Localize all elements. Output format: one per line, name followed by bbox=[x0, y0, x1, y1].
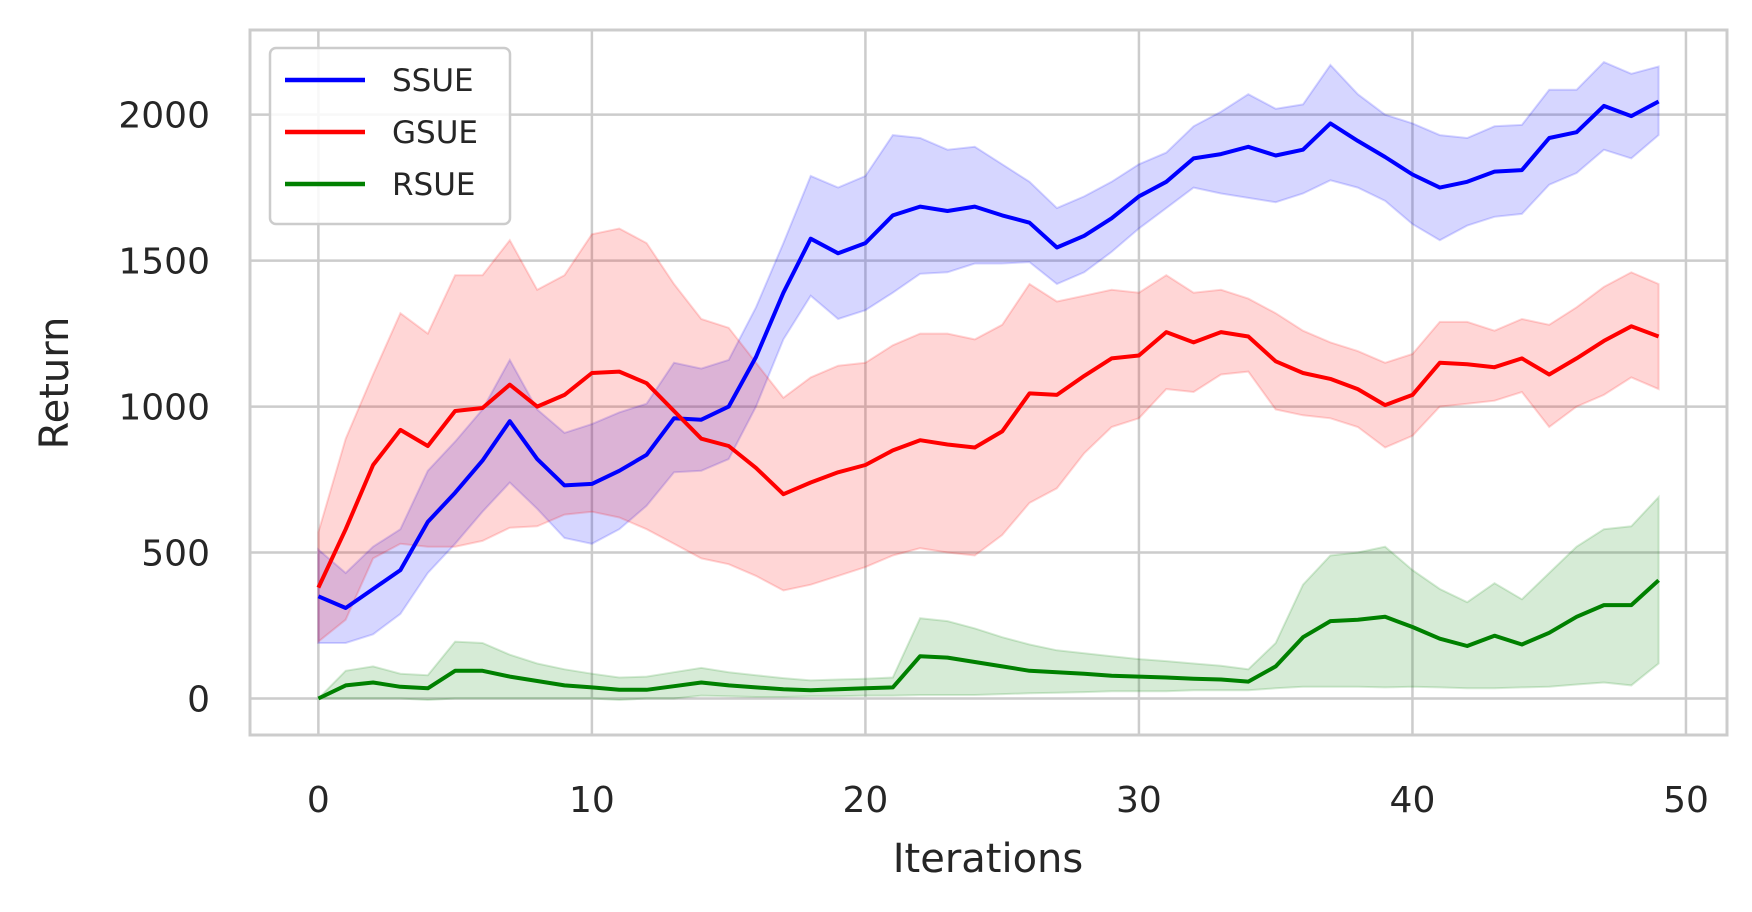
line-gsue bbox=[316, 324, 1660, 589]
grid-lines bbox=[250, 30, 1727, 735]
x-axis-ticks: 0 10 20 30 40 50 bbox=[307, 780, 1709, 821]
confidence-bands bbox=[316, 60, 1660, 702]
line-rsue bbox=[317, 578, 1660, 701]
legend-label-gsue: GSUE bbox=[392, 115, 478, 151]
x-axis-label: Iterations bbox=[893, 836, 1084, 882]
band-ssue bbox=[317, 60, 1660, 644]
y-tick-label: 2000 bbox=[118, 96, 210, 137]
y-axis-label: Return bbox=[32, 317, 78, 450]
legend-label-rsue: RSUE bbox=[392, 167, 476, 203]
line-ssue bbox=[317, 99, 1660, 610]
legend: SSUE GSUE RSUE bbox=[268, 46, 512, 226]
band-gsue bbox=[317, 227, 1660, 644]
x-tick-label: 40 bbox=[1390, 780, 1436, 821]
x-tick-label: 20 bbox=[843, 780, 889, 821]
x-tick-label: 30 bbox=[1116, 780, 1162, 821]
series-lines bbox=[316, 99, 1660, 701]
legend-box bbox=[268, 46, 512, 226]
y-axis-ticks: 0 500 1000 1500 2000 bbox=[118, 96, 210, 721]
x-tick-label: 10 bbox=[569, 780, 615, 821]
y-tick-label: 1500 bbox=[118, 242, 210, 283]
x-tick-label: 0 bbox=[307, 780, 330, 821]
x-tick-label: 50 bbox=[1663, 780, 1709, 821]
legend-label-ssue: SSUE bbox=[392, 63, 474, 99]
y-tick-label: 500 bbox=[141, 534, 210, 575]
y-tick-label: 1000 bbox=[118, 388, 210, 429]
y-tick-label: 0 bbox=[187, 680, 210, 721]
